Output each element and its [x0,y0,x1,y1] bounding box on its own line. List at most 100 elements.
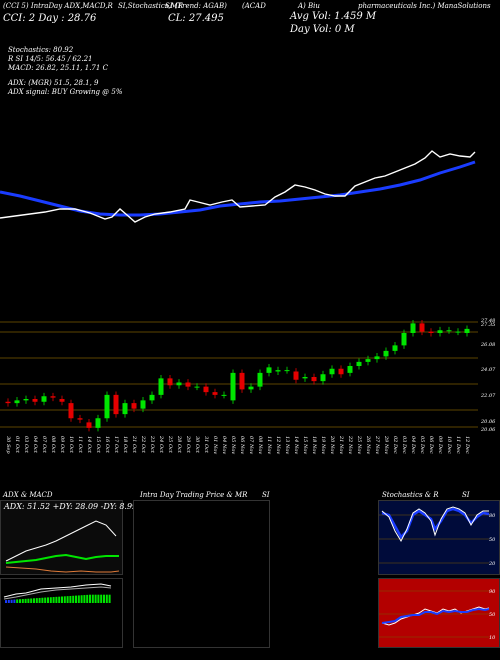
candle-body [68,403,74,419]
date-label: 05 Dec [419,436,425,454]
candle-body [464,328,470,333]
rsi-label-90: 90 [489,589,496,595]
date-label: 04 Nov [221,436,227,455]
date-label: 25 Nov [356,436,362,455]
adx-signal: ADX signal: BUY Growing @ 5% [8,88,123,96]
day-volume: Day Vol: 0 M [290,24,355,35]
candle-body [131,403,137,409]
stochastics-lines [379,506,490,564]
macd-bar [47,597,49,603]
stochastics-value: Stochastics: 80.92 [8,46,74,54]
macd-bar [77,595,80,603]
candle-body [302,377,308,379]
rsi-panel: 90 50 10 [378,578,500,648]
price-axis-label-6: 20.06 [481,419,496,425]
candle-body [338,368,344,375]
header-line1-mid: SI,Stochastics,MR [118,2,184,10]
adx-macd-title: ADX & MACD [3,491,53,499]
macd-bar [58,596,61,603]
date-label: 22 Nov [347,436,353,455]
macd-bar [44,597,47,603]
rsi-label-10: 10 [489,635,496,641]
candle-body [158,378,164,395]
candle-body [446,330,452,332]
macd-bar [27,598,30,603]
candle-body [248,386,254,390]
rsi-label-50: 50 [489,612,496,618]
price-axis-label-7: 20.06 [481,427,496,433]
date-label: 14 Nov [293,436,299,455]
date-label: 04 Oct [32,436,38,453]
macd-histogram [3,583,112,603]
candlestick-chart [0,319,478,432]
macd-bar [33,598,35,603]
candle-body [23,399,29,401]
candle-body [410,323,416,333]
avg-volume: Avg Vol: 1.459 M [290,11,377,22]
candle-body [311,377,317,382]
macd-panel [0,578,123,648]
date-label: 08 Oct [50,436,56,453]
intraday-title-rsi: SI [262,491,270,499]
macd-bar [7,599,10,603]
date-label: 03 Dec [401,436,407,454]
macd-bar [19,599,21,603]
cci-value: CCI: 2 Day : 28.76 [3,13,97,24]
macd-bar [83,595,86,603]
macd-bar [100,594,103,603]
candle-body [257,372,263,387]
candle-body [212,392,218,395]
date-label: 30 Oct [194,436,200,453]
candle-body [113,394,119,415]
candle-body [230,372,236,401]
date-label: 11 Nov [266,436,272,455]
date-label: 22 Oct [140,436,146,453]
stoch-label-80: 80 [489,513,496,519]
macd-bar [72,595,75,603]
date-label: 01 Oct [14,436,20,453]
date-label: 16 Oct [104,436,110,453]
macd-bar [94,594,97,603]
candle-body [329,368,335,375]
header-line1-right: A) Biu [298,2,320,10]
price-axis-label-1: 27.48 [481,318,496,324]
macd-bar [30,598,33,603]
date-label: 06 Dec [428,436,434,454]
date-label: 11 Dec [455,436,461,454]
price-axis-label-3: 26.08 [481,342,496,348]
date-label: 25 Oct [167,436,173,453]
date-label: 10 Dec [446,436,452,454]
macd-bar [61,596,63,603]
date-label: 11 Oct [77,436,83,453]
candle-body [455,331,461,333]
date-label: 01 Nov [212,436,218,455]
candle-body [41,396,47,402]
adx-panel-values: ADX: 51.52 +DY: 28.09 -DY: 8.99 [4,502,138,511]
candle-body [149,394,155,401]
macd-bar [21,599,24,603]
header-line1-mid2: SI (Trend: AGAB) [165,2,227,10]
date-label: 21 Nov [338,436,344,455]
macd-bar [91,594,94,603]
candle-body [365,359,371,362]
date-label: 03 Oct [23,436,29,453]
date-label: 15 Nov [302,436,308,455]
macd-bar [86,594,89,603]
candle-body [419,323,425,332]
macd-bar [103,594,105,603]
candle-body [5,401,11,404]
macd-bar [24,598,27,603]
macd-bar [35,598,38,603]
date-label: 21 Oct [131,436,137,453]
candle-body [104,394,110,419]
candle-body [185,382,191,387]
date-label: 29 Oct [185,436,191,453]
date-label: 19 Nov [320,436,326,455]
date-label: 13 Nov [284,436,290,455]
candle-body [194,386,200,388]
stochastics-panel: 80 50 20 [378,500,500,575]
macd-bar [10,599,13,603]
date-label: 10 Oct [68,436,74,453]
macd-bar [41,597,44,603]
macd-bar [63,596,66,603]
